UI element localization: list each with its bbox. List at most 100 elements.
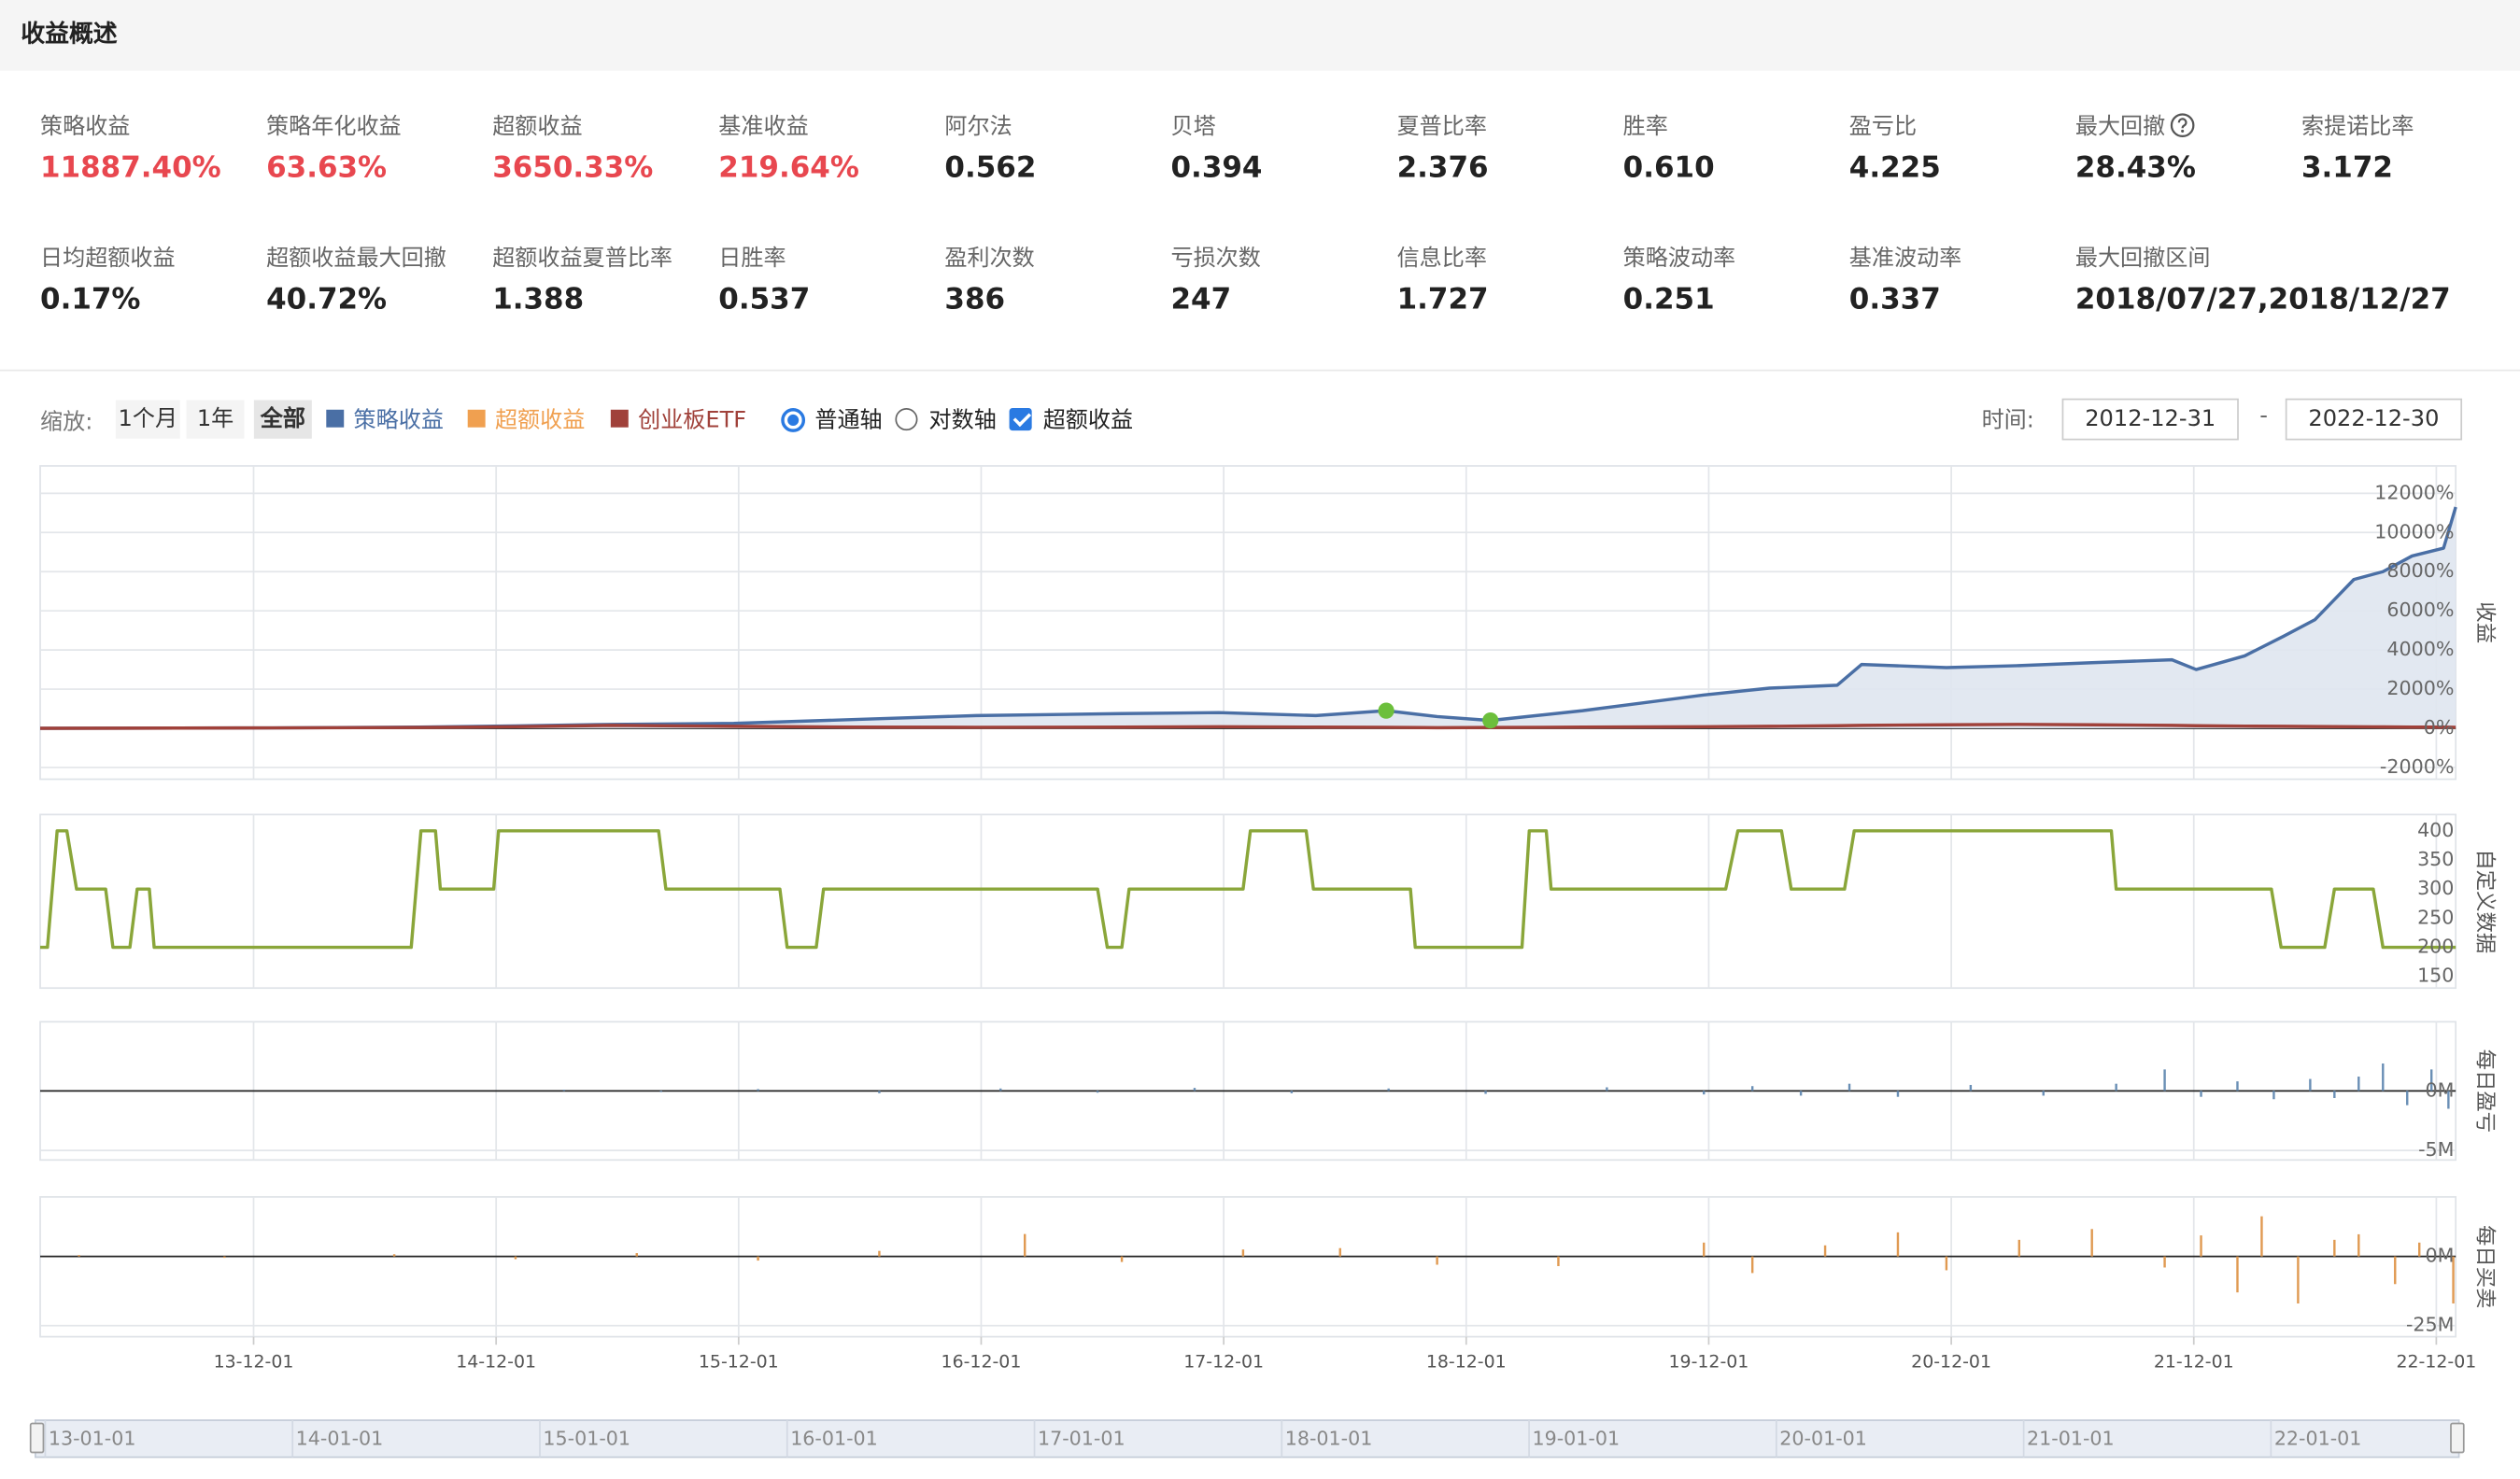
legend-swatch[interactable] <box>467 409 486 428</box>
y-tick-label: 200 <box>2417 936 2454 958</box>
radio-label[interactable]: 普通轴 <box>814 408 883 434</box>
metric-label: 日均超额收益 <box>40 246 176 272</box>
bar <box>2406 1091 2409 1106</box>
bar <box>562 1090 566 1092</box>
bar <box>1750 1256 1754 1274</box>
bar <box>1557 1256 1560 1266</box>
bar <box>878 1091 881 1093</box>
bar <box>2236 1256 2239 1293</box>
radio[interactable] <box>895 408 918 431</box>
bar <box>2163 1069 2166 1092</box>
metric-value: 0.394 <box>1170 150 1263 185</box>
metric-value: 0.17% <box>40 282 141 317</box>
bar <box>2090 1229 2093 1257</box>
legend-swatch[interactable] <box>326 409 345 428</box>
line <box>40 829 2456 950</box>
x-tick-label: 15-12-01 <box>699 1352 779 1373</box>
y-axis-title: 每日盈亏 <box>2473 1049 2498 1133</box>
bar <box>1024 1233 1026 1257</box>
metric-value: 2.376 <box>1396 150 1489 185</box>
bar <box>1338 1247 1341 1257</box>
bar <box>2333 1091 2336 1098</box>
y-tick-label: 12000% <box>2374 481 2454 503</box>
x-tick-label: 17-12-01 <box>1183 1352 1264 1373</box>
navigator-handle[interactable] <box>2450 1422 2465 1454</box>
y-tick-label: 0M <box>2426 1245 2455 1267</box>
bar <box>1896 1232 1900 1257</box>
metric-value: 0.610 <box>1622 150 1715 185</box>
bar <box>757 1256 759 1261</box>
bar <box>2017 1239 2020 1257</box>
metric-value: 247 <box>1170 282 1232 317</box>
bar <box>2163 1256 2166 1268</box>
metric-value: 40.72% <box>266 282 388 317</box>
y-tick-label: -5M <box>2418 1138 2454 1161</box>
metric-label: 超额收益夏普比率 <box>492 246 672 272</box>
metric-value: 63.63% <box>266 150 388 185</box>
metric-value: 0.562 <box>944 150 1037 185</box>
y-tick-label: 150 <box>2417 965 2454 987</box>
legend-swatch[interactable] <box>610 409 629 428</box>
metric-value: 2018/07/27,2018/12/27 <box>2074 282 2451 317</box>
legend-label[interactable]: 创业板ETF <box>638 408 747 434</box>
bar <box>2357 1233 2360 1257</box>
navigator-track <box>34 1419 2460 1458</box>
bar <box>1387 1088 1390 1092</box>
metric-label: 胜率 <box>1622 114 1668 140</box>
y-tick-label: 8000% <box>2386 559 2454 582</box>
bar <box>878 1250 881 1257</box>
navigator-label: 20-01-01 <box>1779 1428 1867 1450</box>
bar <box>1290 1091 1294 1093</box>
metric-value: 28.43% <box>2074 150 2196 185</box>
metric-label: 索提诺比率 <box>2301 114 2414 140</box>
date-input[interactable]: 2022-12-30 <box>2285 398 2463 441</box>
radio-dot <box>787 414 800 426</box>
bar <box>1241 1249 1245 1257</box>
metric-value: 219.64% <box>718 150 859 185</box>
zoom-button[interactable]: 全部 <box>253 400 312 439</box>
y-tick-label: 400 <box>2417 819 2454 841</box>
checkbox[interactable] <box>1009 408 1032 431</box>
metric-value: 3650.33% <box>492 150 654 185</box>
help-circle <box>2171 113 2195 138</box>
bar <box>1436 1256 1438 1265</box>
marker <box>1482 712 1499 729</box>
bar <box>1896 1091 1900 1097</box>
metric-label: 亏损次数 <box>1170 246 1261 272</box>
y-tick-label: 250 <box>2417 906 2454 928</box>
date-input[interactable]: 2012-12-31 <box>2061 398 2239 441</box>
y-axis-title: 每日买卖 <box>2473 1225 2498 1308</box>
navigator-handle[interactable] <box>29 1422 45 1454</box>
metric-label: 盈亏比 <box>1848 114 1918 140</box>
zoom-button[interactable]: 1年 <box>186 400 245 439</box>
bar <box>2382 1063 2385 1092</box>
bar <box>1193 1088 1196 1092</box>
bar <box>1799 1091 1803 1096</box>
y-tick-label: -2000% <box>2380 755 2455 778</box>
bar <box>2115 1083 2117 1092</box>
metric-label: 最大回撤 <box>2075 109 2196 141</box>
y-tick-label: 0% <box>2424 716 2455 739</box>
navigator-label: 17-01-01 <box>1038 1428 1126 1450</box>
checkbox-label[interactable]: 超额收益 <box>1042 408 1134 434</box>
y-axis-title: 自定义数据 <box>2473 849 2498 953</box>
line <box>40 723 2456 730</box>
legend-label[interactable]: 超额收益 <box>494 408 586 434</box>
zoom-button[interactable]: 1个月 <box>115 400 180 439</box>
bar <box>2200 1091 2202 1097</box>
metric-label: 超额收益最大回撤 <box>266 246 446 272</box>
header-bar <box>0 0 2520 71</box>
legend-label[interactable]: 策略收益 <box>353 408 444 434</box>
bar <box>78 1255 80 1257</box>
help-glyph <box>2178 118 2188 129</box>
help-icon[interactable] <box>2170 112 2196 138</box>
metric-label: 超额收益 <box>492 114 583 140</box>
x-tick-label: 18-12-01 <box>1426 1352 1507 1373</box>
divider <box>0 369 2520 372</box>
radio-label[interactable]: 对数轴 <box>928 408 997 434</box>
bar <box>2309 1078 2312 1092</box>
bar <box>1969 1084 1973 1092</box>
y-tick-label: 2000% <box>2386 677 2454 699</box>
metric-value: 3.172 <box>2301 150 2393 185</box>
metric-value: 0.537 <box>718 282 811 317</box>
